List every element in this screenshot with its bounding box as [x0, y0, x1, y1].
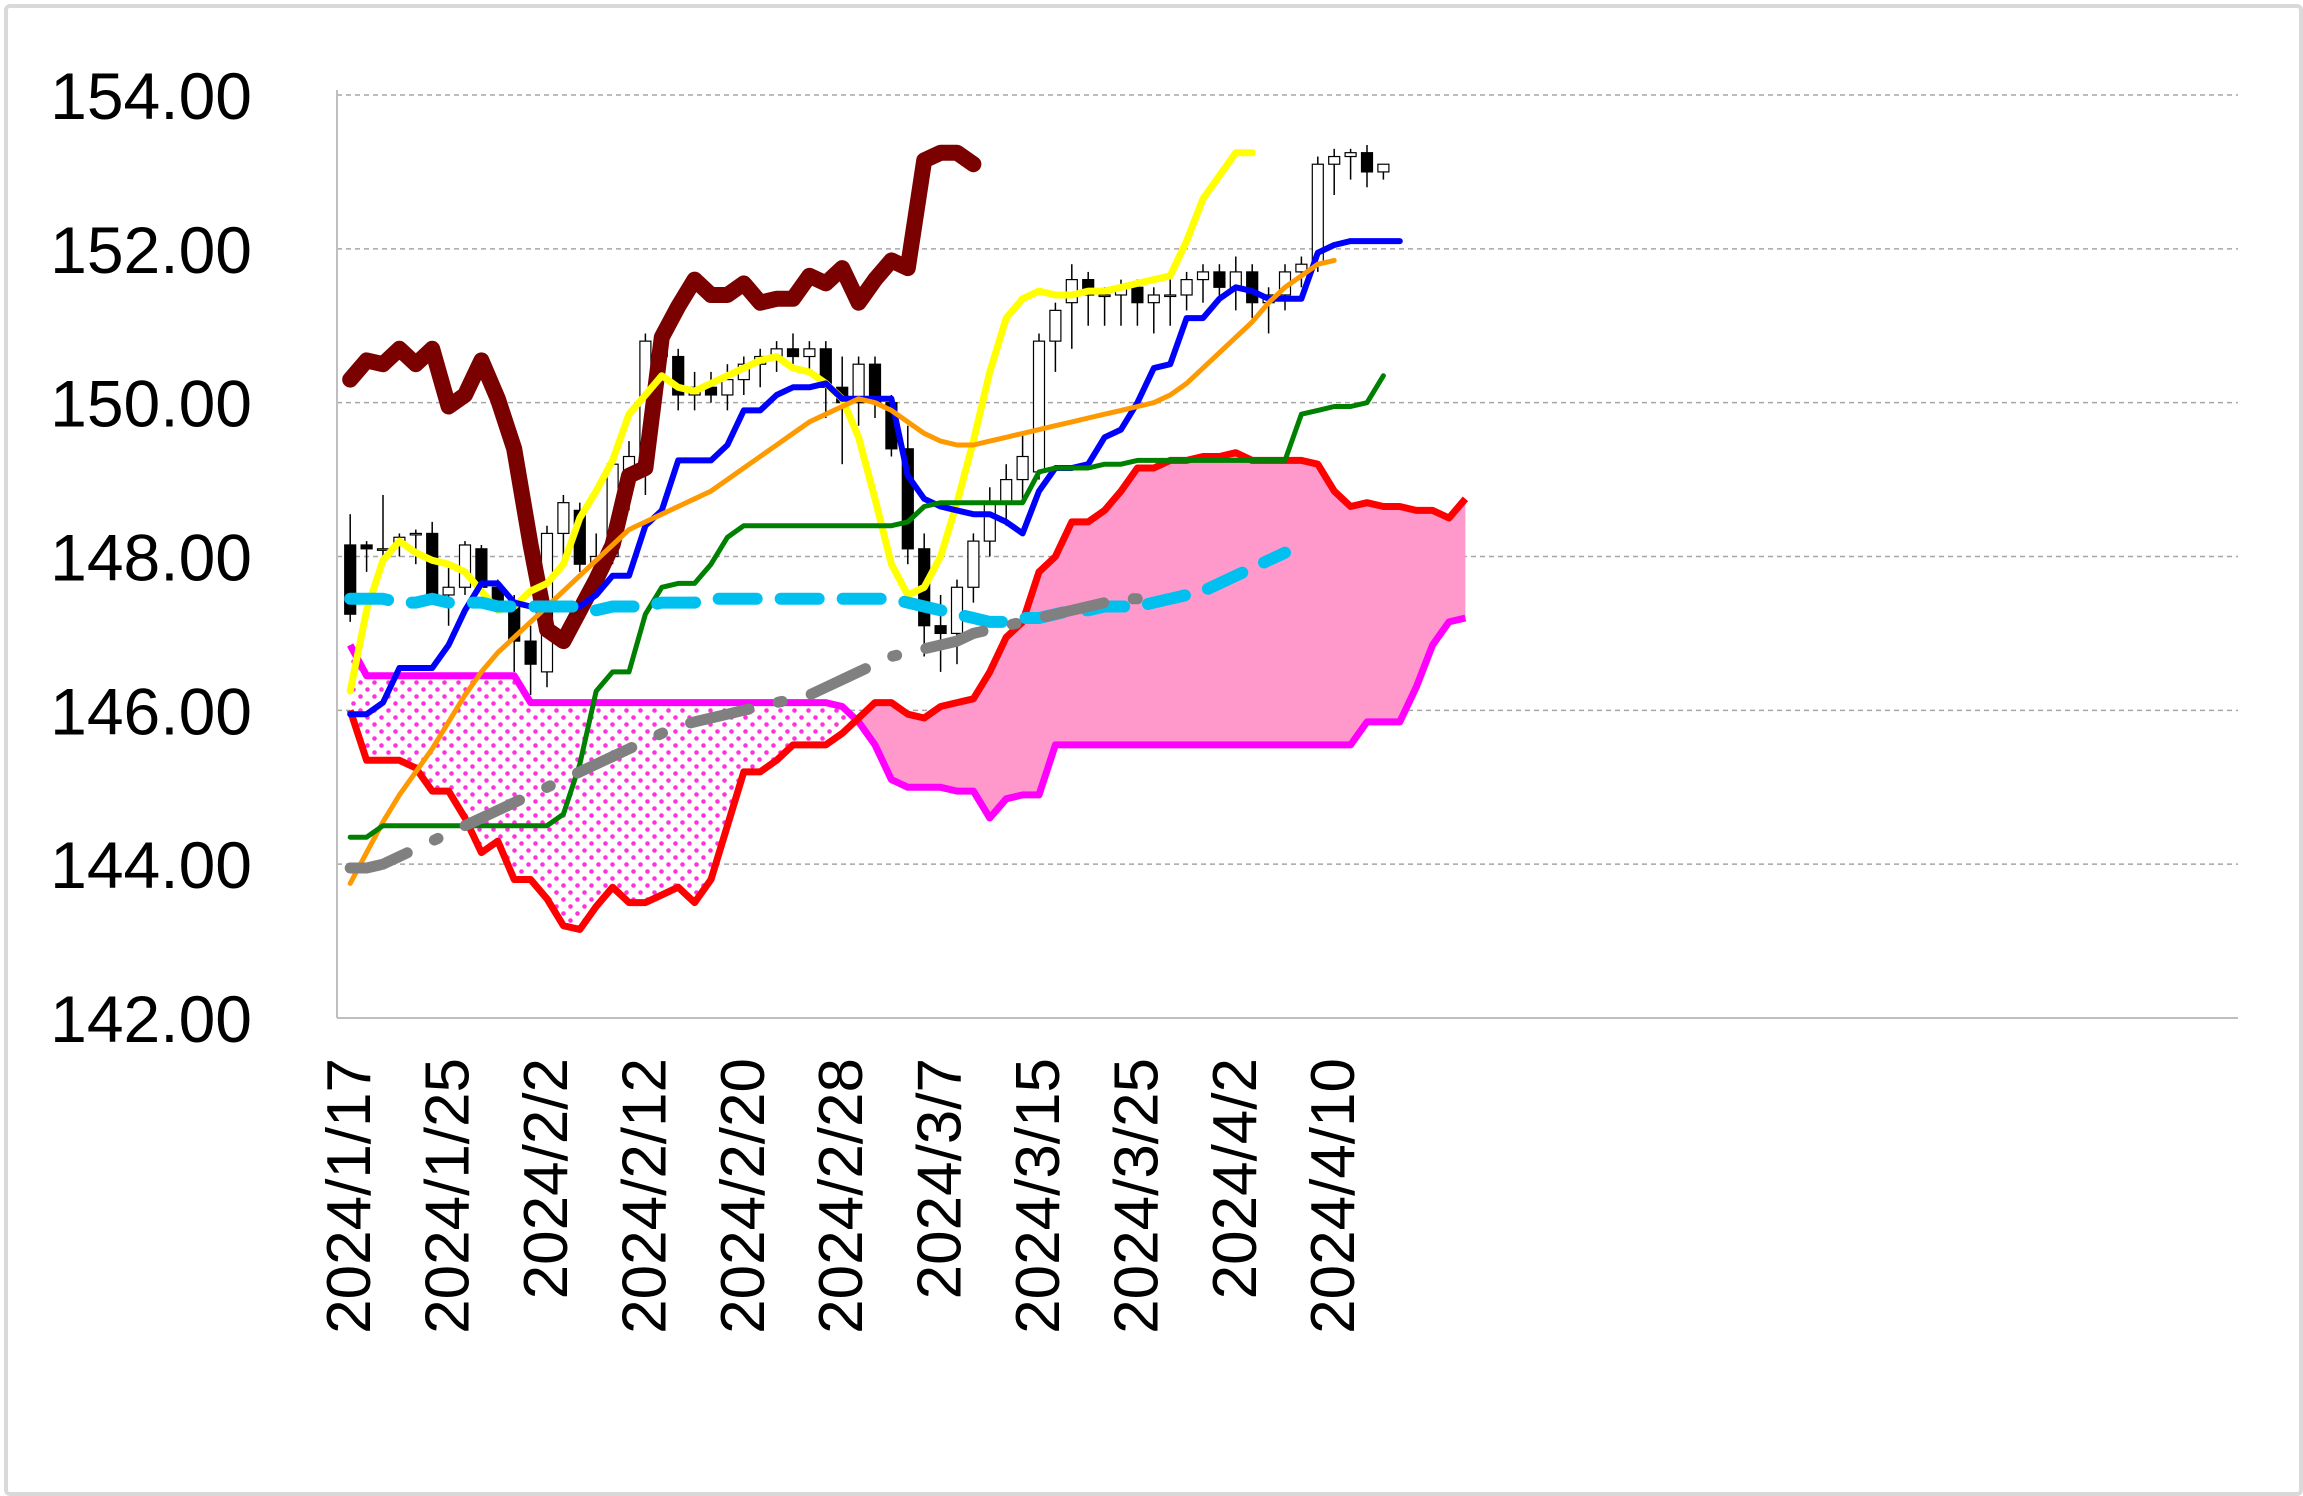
candle-body	[1196, 271, 1210, 281]
y-tick-label: 146.00	[50, 674, 252, 748]
x-tick-label: 2024/3/7	[906, 1058, 975, 1299]
candle-body	[1000, 478, 1013, 504]
indicator-lines	[342, 144, 1403, 886]
cloud-bull-area	[856, 452, 1466, 819]
x-tick-label: 2024/3/15	[1004, 1058, 1073, 1334]
y-tick-label: 144.00	[50, 828, 252, 902]
candle-body	[1164, 294, 1177, 298]
candle-body	[360, 544, 373, 550]
series-line-3	[347, 238, 1403, 718]
candle-body	[1032, 340, 1046, 473]
y-axis-tick-labels: 142.00 144.00 146.00 148.00 150.00 152.00 154.…	[50, 59, 252, 1056]
x-tick-label: 2024/2/20	[709, 1058, 778, 1334]
x-tick-label: 2024/1/25	[414, 1058, 483, 1334]
candle-body	[901, 448, 914, 550]
candle-body	[409, 532, 422, 536]
y-tick-label: 150.00	[50, 367, 252, 441]
candle-body	[852, 363, 865, 404]
series-line-6	[344, 546, 1291, 628]
x-tick-label: 2024/2/12	[610, 1058, 679, 1334]
candle-body	[1295, 263, 1308, 273]
x-tick-label: 2024/4/2	[1201, 1058, 1270, 1299]
x-tick-label: 2024/1/17	[315, 1058, 384, 1334]
candle-body	[1131, 286, 1144, 304]
candle-body	[1180, 279, 1193, 296]
series-line-1	[342, 144, 982, 650]
y-tick-label: 142.00	[50, 982, 252, 1056]
candle-body	[786, 348, 800, 358]
candle-body	[557, 502, 570, 535]
series-line-7	[344, 593, 1143, 874]
senkou-span-b-line	[347, 614, 1467, 822]
candle-body	[1213, 271, 1226, 288]
x-tick-label: 2024/3/25	[1102, 1058, 1171, 1334]
series-line-4	[347, 257, 1337, 886]
axes	[336, 90, 2238, 1019]
candle-body	[967, 540, 980, 588]
candle-body	[1098, 294, 1111, 298]
candle-body	[950, 586, 964, 635]
y-tick-label: 154.00	[50, 59, 252, 133]
candle-body	[344, 544, 357, 615]
candle-body	[1016, 455, 1029, 481]
candle-body	[524, 640, 537, 665]
candle-body	[704, 386, 718, 396]
candle-body	[803, 348, 816, 358]
x-tick-label: 2024/4/10	[1299, 1058, 1368, 1334]
candle-body	[1377, 163, 1390, 173]
candle-body	[1082, 279, 1095, 296]
candle-body	[1147, 294, 1160, 304]
candle-body	[1360, 152, 1374, 173]
candle-body	[1049, 309, 1062, 342]
x-tick-label: 2024/2/28	[807, 1058, 876, 1334]
series-line-5	[347, 373, 1386, 840]
candle-body	[721, 378, 734, 396]
x-axis-tick-labels: 2024/1/17 2024/1/25 2024/2/2 2024/2/12 2024/…	[315, 1058, 1368, 1334]
candle-body	[442, 586, 455, 596]
y-tick-label: 148.00	[50, 521, 252, 595]
candle-body	[1328, 155, 1341, 165]
candle-body	[983, 502, 996, 542]
candle-body	[1344, 152, 1357, 158]
y-tick-label: 152.00	[50, 213, 252, 287]
candle-body	[934, 625, 947, 635]
x-tick-label: 2024/2/2	[512, 1058, 581, 1299]
candle-body	[672, 355, 685, 396]
candle-body	[376, 548, 390, 551]
